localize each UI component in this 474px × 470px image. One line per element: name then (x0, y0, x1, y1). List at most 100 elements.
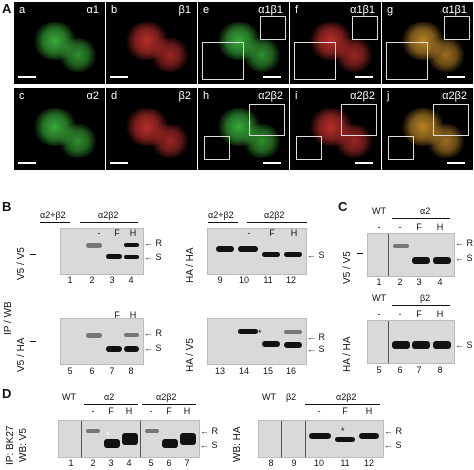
cell-shape (242, 124, 282, 158)
lane-number: 8 (128, 366, 134, 376)
cell-shape (426, 38, 466, 72)
micrograph-letter: h (203, 90, 210, 102)
lane-mark: H (436, 309, 444, 319)
scale-bar (110, 162, 128, 164)
lane-mark: H (125, 406, 133, 416)
zoom-inset-panel (341, 104, 377, 136)
underline (80, 222, 138, 223)
arrow-r: ← R (144, 238, 163, 248)
band (335, 437, 355, 442)
arrow-label: R (211, 426, 219, 436)
micrograph-subunit: α1 (86, 4, 99, 16)
zoom-inset-box (352, 16, 378, 40)
panel-a-label: A (2, 1, 12, 16)
panel-d-label: D (2, 386, 12, 401)
band (262, 341, 280, 347)
lane-mark: F (108, 406, 114, 416)
lane-number: 6 (397, 365, 403, 375)
lane-mark: F (166, 406, 172, 416)
scale-bar (110, 76, 128, 78)
band (124, 243, 139, 247)
band (412, 341, 430, 349)
zoom-inset-box (296, 136, 322, 160)
star-mark: * (341, 426, 345, 436)
b-right-header-mix: α2+β2 (208, 210, 234, 220)
lane-number: 8 (437, 365, 443, 375)
lane-mark: H (365, 406, 373, 416)
micrograph-subunit: α1β1 (442, 4, 467, 16)
band (309, 433, 331, 439)
arrow-s: ← S (200, 440, 218, 450)
arrow-r: ← R (144, 328, 163, 338)
micrograph-subunit: α2 (86, 90, 99, 102)
d-wb-right-label: WB: HA (232, 426, 243, 462)
band (86, 429, 100, 433)
panel-b-label: B (2, 199, 12, 214)
zoom-inset-box (444, 16, 470, 40)
scale-bar (18, 76, 36, 78)
arrow-r: ← R (200, 426, 219, 436)
b-right-bottom-blot (207, 318, 307, 365)
star-mark: * (258, 328, 262, 338)
band (359, 433, 379, 439)
band (86, 243, 102, 248)
micrograph-j: j α2β2 (382, 88, 473, 170)
arrow-label: S (318, 344, 325, 354)
b-right-top-condition: HA / HA (185, 247, 196, 283)
lane-number: 14 (238, 366, 249, 376)
lane-number: 1 (376, 277, 382, 287)
micrograph-letter: c (19, 90, 25, 102)
band (104, 439, 120, 448)
zoom-inset-box (388, 136, 414, 160)
c-top-wt: WT (372, 206, 386, 216)
lane-mark: - (97, 228, 101, 238)
zoom-inset-panel (202, 42, 244, 80)
arrow-label: S (466, 253, 473, 263)
lane-number: 9 (217, 275, 223, 285)
band (106, 254, 122, 259)
lane-mark: H (290, 228, 298, 238)
lane-mark: - (398, 309, 402, 319)
zoom-inset-panel (249, 104, 285, 136)
micrograph-letter: j (387, 90, 390, 102)
band (145, 429, 159, 433)
micrograph-letter: f (295, 4, 299, 16)
lane-number: 16 (285, 366, 296, 376)
lane-number: 12 (285, 275, 296, 285)
band (106, 346, 122, 352)
band (284, 252, 302, 257)
d-left-blot (58, 420, 200, 458)
b-left-top-blot (60, 228, 144, 275)
lane-number: 3 (108, 458, 114, 468)
band (238, 246, 258, 252)
divider (305, 421, 306, 457)
arrow-s: ← S (144, 252, 162, 262)
lane-number: 11 (263, 275, 273, 285)
underline (392, 218, 450, 219)
band (124, 333, 139, 337)
arrow-r: ← R (307, 332, 326, 342)
arrow-label: R (155, 328, 163, 338)
micrograph-subunit: α2β2 (350, 90, 375, 102)
arrow-label: S (466, 340, 473, 350)
lane-number: 8 (268, 458, 274, 468)
zoom-inset-box (260, 16, 286, 40)
divider (281, 421, 282, 457)
c-top-subunit: α2 (420, 206, 431, 216)
cell-shape (150, 38, 190, 72)
arrow-s: ← S (455, 340, 473, 350)
micrograph-c: c α2 (14, 88, 105, 170)
arrow-s: ← S (307, 250, 325, 260)
lane-mark: - (377, 222, 381, 232)
lane-number: 4 (437, 277, 443, 287)
band (162, 439, 178, 448)
micrograph-h: h α2β2 (198, 88, 289, 170)
zoom-inset-box (204, 136, 230, 160)
arrow-s: ← S (384, 440, 402, 450)
lane-number: 5 (376, 365, 382, 375)
cell-shape (334, 124, 374, 158)
arrow-label: R (155, 238, 163, 248)
micrograph-letter: e (203, 4, 210, 16)
lane-mark: - (149, 406, 153, 416)
micrograph-g: g α1β1 (382, 2, 473, 84)
